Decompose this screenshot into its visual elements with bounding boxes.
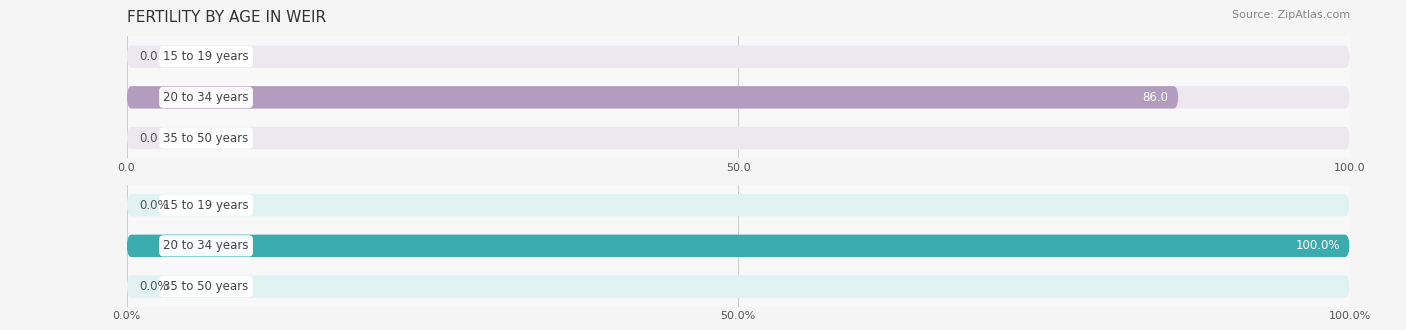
Text: Source: ZipAtlas.com: Source: ZipAtlas.com: [1232, 10, 1350, 20]
FancyBboxPatch shape: [127, 235, 1350, 257]
Text: 0.0%: 0.0%: [139, 199, 169, 212]
FancyBboxPatch shape: [127, 235, 1350, 257]
Text: 15 to 19 years: 15 to 19 years: [163, 199, 249, 212]
FancyBboxPatch shape: [127, 194, 1350, 216]
Text: 35 to 50 years: 35 to 50 years: [163, 280, 249, 293]
Text: 20 to 34 years: 20 to 34 years: [163, 91, 249, 104]
Text: 35 to 50 years: 35 to 50 years: [163, 132, 249, 145]
Text: 0.0: 0.0: [139, 132, 157, 145]
Text: 15 to 19 years: 15 to 19 years: [163, 50, 249, 63]
Text: 20 to 34 years: 20 to 34 years: [163, 239, 249, 252]
FancyBboxPatch shape: [127, 275, 1350, 298]
FancyBboxPatch shape: [127, 127, 1350, 149]
Text: 0.0: 0.0: [139, 50, 157, 63]
Text: 100.0%: 100.0%: [1295, 239, 1340, 252]
Text: FERTILITY BY AGE IN WEIR: FERTILITY BY AGE IN WEIR: [127, 10, 326, 25]
Text: 0.0%: 0.0%: [139, 280, 169, 293]
FancyBboxPatch shape: [127, 86, 1178, 109]
FancyBboxPatch shape: [127, 86, 1350, 109]
FancyBboxPatch shape: [127, 46, 1350, 68]
Text: 86.0: 86.0: [1143, 91, 1168, 104]
